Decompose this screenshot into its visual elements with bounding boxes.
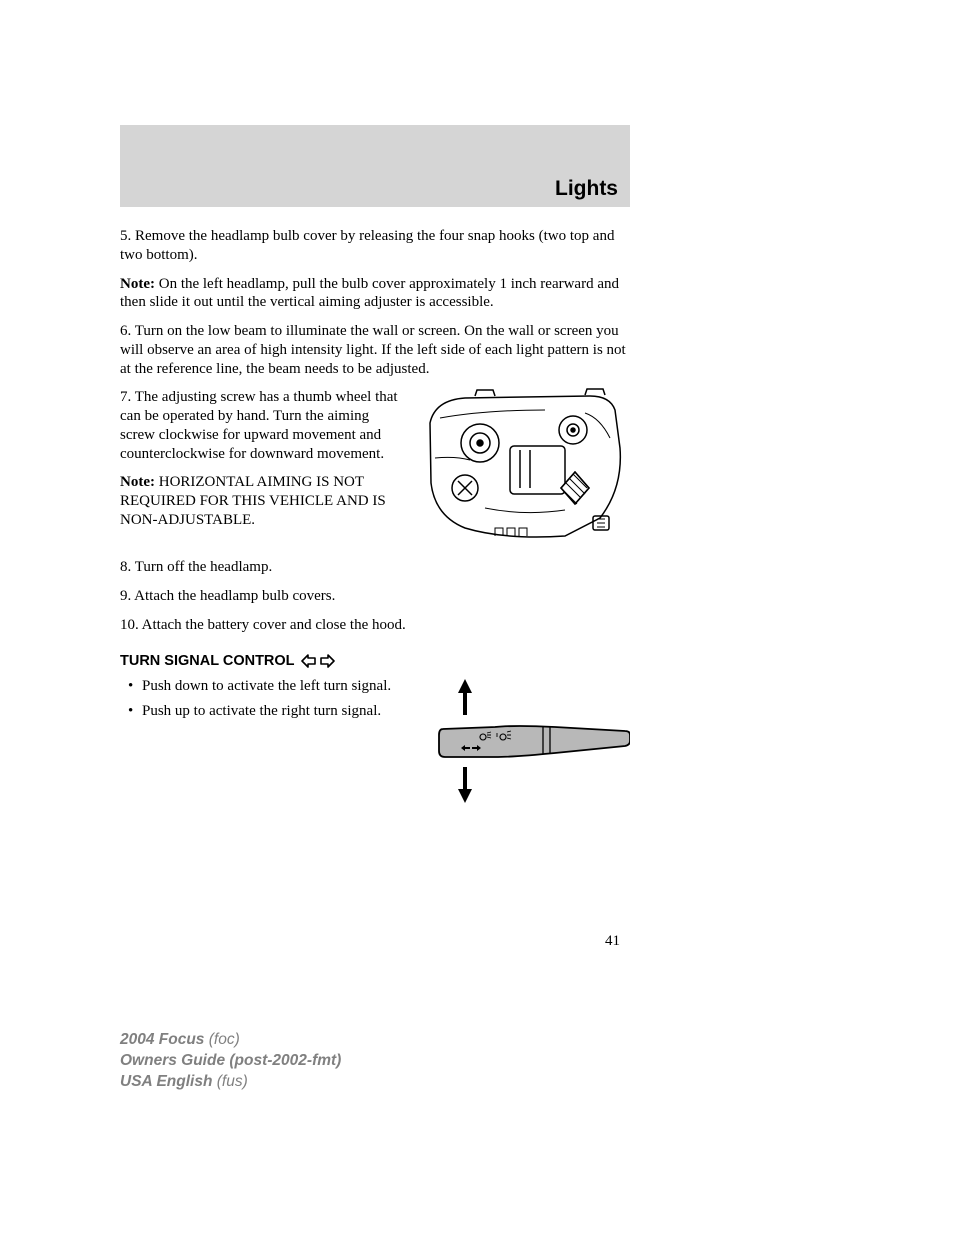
headlamp-illustration-icon: [425, 388, 630, 548]
step-9: 9. Attach the headlamp bulb covers.: [120, 587, 630, 606]
list-item: Push up to activate the right turn signa…: [120, 702, 407, 722]
turn-signal-heading: TURN SIGNAL CONTROL: [120, 653, 630, 669]
note-label: Note:: [120, 276, 155, 292]
lever-illustration-icon: [425, 677, 630, 807]
footer-lang: USA English: [120, 1073, 217, 1090]
footer-code: (foc): [209, 1031, 240, 1048]
footer-model: 2004 Focus: [120, 1031, 209, 1048]
page-content: Lights 5. Remove the headlamp bulb cover…: [120, 125, 630, 807]
footer-lang-code: (fus): [217, 1073, 248, 1090]
bullet-list: Push down to activate the left turn sign…: [120, 677, 407, 722]
note-text: On the left headlamp, pull the bulb cove…: [120, 276, 619, 311]
headlamp-diagram: [425, 388, 630, 548]
step-10: 10. Attach the battery cover and close t…: [120, 616, 630, 635]
footer-line-2: Owners Guide (post-2002-fmt): [120, 1051, 341, 1072]
page-number: 41: [605, 933, 620, 950]
footer-line-1: 2004 Focus (foc): [120, 1030, 341, 1051]
note-text: HORIZONTAL AIMING IS NOT REQUIRED FOR TH…: [120, 474, 386, 528]
footer-block: 2004 Focus (foc) Owners Guide (post-2002…: [120, 1030, 341, 1093]
note-label: Note:: [120, 474, 155, 490]
step-6: 6. Turn on the low beam to illuminate th…: [120, 322, 630, 378]
turn-signal-arrows-icon: [301, 653, 335, 669]
turn-signal-section: Push down to activate the left turn sign…: [120, 677, 630, 807]
step-7: 7. The adjusting screw has a thumb wheel…: [120, 388, 407, 463]
turn-signal-text: Push down to activate the left turn sign…: [120, 677, 407, 807]
section-title: Lights: [555, 177, 618, 201]
list-item: Push down to activate the left turn sign…: [120, 677, 407, 697]
header-bar: Lights: [120, 125, 630, 207]
note-2: Note: HORIZONTAL AIMING IS NOT REQUIRED …: [120, 473, 407, 529]
footer-line-3: USA English (fus): [120, 1072, 341, 1093]
turn-signal-diagram: [425, 677, 630, 807]
step-8: 8. Turn off the headlamp.: [120, 558, 630, 577]
note-1: Note: On the left headlamp, pull the bul…: [120, 275, 630, 313]
heading-text: TURN SIGNAL CONTROL: [120, 653, 295, 669]
step-7-text-col: 7. The adjusting screw has a thumb wheel…: [120, 388, 407, 548]
step-7-row: 7. The adjusting screw has a thumb wheel…: [120, 388, 630, 548]
step-5: 5. Remove the headlamp bulb cover by rel…: [120, 227, 630, 265]
